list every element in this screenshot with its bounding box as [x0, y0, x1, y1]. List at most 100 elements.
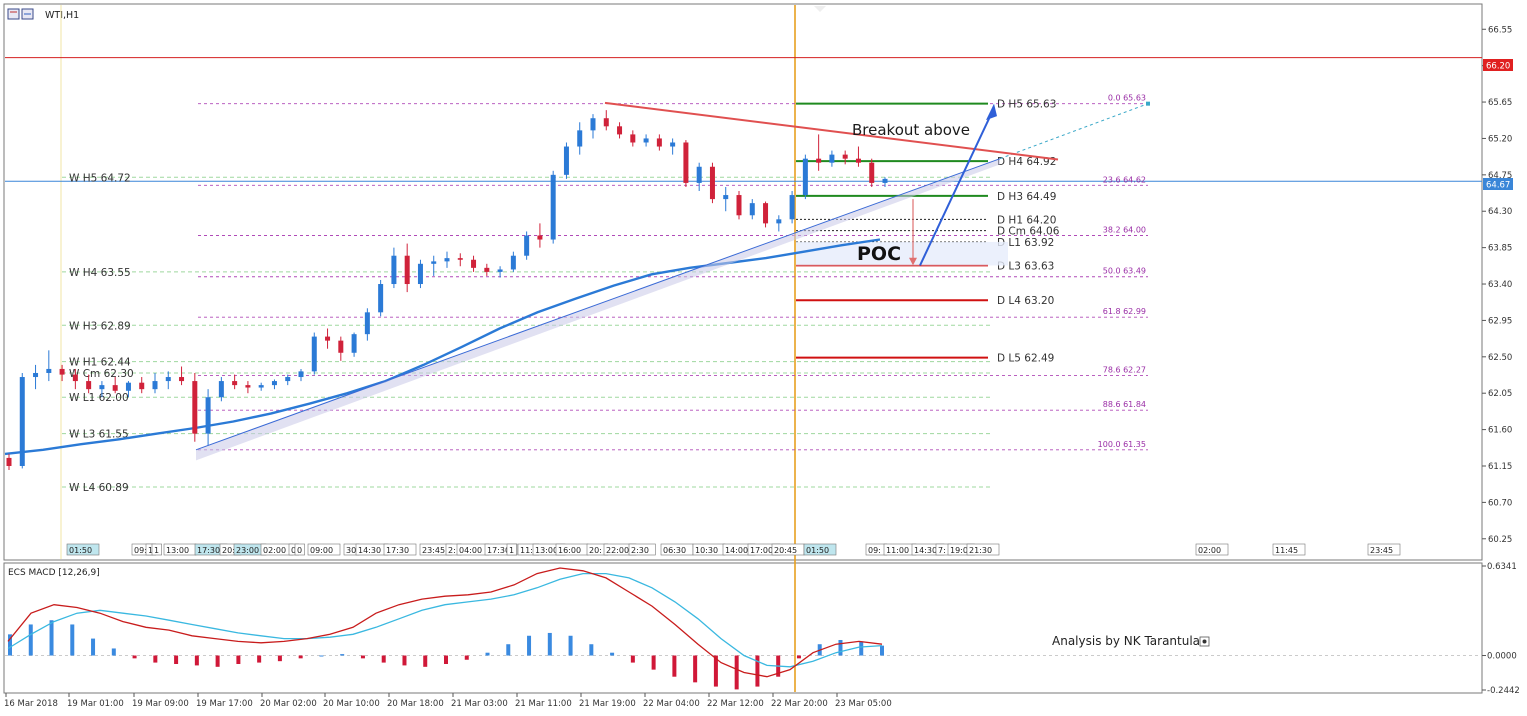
bullish-candle: [829, 154, 835, 163]
bullish-candle: [125, 382, 131, 391]
session-time-label: 04:00: [459, 546, 482, 555]
macd-histogram-bar: [360, 655, 365, 659]
bullish-candle: [643, 138, 649, 143]
bullish-candle: [364, 312, 370, 335]
macd-histogram-bar: [381, 655, 386, 663]
session-time-box: [1195, 543, 1229, 556]
session-time-label: 13:00: [166, 546, 189, 555]
macd-main-line: [7, 567, 883, 678]
macd-histogram-bar: [713, 655, 718, 687]
main-pane-frame: [3, 3, 1483, 561]
macd-histogram-bar: [298, 655, 303, 659]
session-time-label: 06:30: [663, 546, 686, 555]
session-time-label: 23:45: [1370, 546, 1393, 555]
session-time-label: 14:30: [358, 546, 381, 555]
fib-level-label: 0.0 65.63: [1108, 94, 1146, 103]
date-tick-label: 19 Mar 09:00: [132, 699, 189, 709]
fib-level-label: 78.6 62.27: [1103, 365, 1146, 374]
date-tick-label: 19 Mar 17:00: [196, 699, 253, 709]
date-tick-label: 22 Mar 20:00: [771, 699, 828, 709]
chart-window-icon[interactable]: [7, 8, 34, 20]
bearish-candle: [457, 258, 463, 260]
weekly-pivot-label: W H3 62.89: [69, 320, 131, 332]
price-axis: 66.5566.1065.6565.2064.7564.3063.8563.40…: [1482, 25, 1512, 545]
daily-pivot-label: D L3 63.63: [997, 260, 1054, 272]
macd-histogram-bar: [444, 655, 448, 664]
bearish-candle: [855, 158, 861, 163]
date-tick-label: 22 Mar 04:00: [643, 699, 700, 709]
session-time-label: 2:: [448, 546, 456, 555]
session-time-label: 17:30: [386, 546, 409, 555]
session-time-label: 02:00: [1198, 546, 1221, 555]
session-time-label: 21:30: [969, 546, 992, 555]
macd-histogram-bar: [340, 654, 345, 656]
fib-level-label: 38.2 64.00: [1103, 225, 1146, 234]
bullish-candle: [749, 203, 755, 216]
session-time-label: 16:00: [558, 546, 581, 555]
macd-histogram-bar: [734, 655, 739, 690]
price-tick-label: 62.50: [1488, 353, 1512, 363]
macd-histogram-bar: [464, 655, 469, 660]
macd-histogram-bar: [880, 645, 884, 656]
bearish-candle: [6, 457, 12, 466]
macd-histogram-bar: [506, 644, 511, 656]
macd-histogram-bar: [610, 652, 615, 656]
session-time-label: 11:: [520, 546, 533, 555]
resistance-trendline: [604, 101, 1059, 161]
bearish-candle: [816, 158, 822, 163]
bearish-candle: [736, 195, 742, 216]
bullish-candle: [590, 118, 596, 131]
session-time-box: [1272, 543, 1306, 556]
breakout-annotation: Breakout above: [852, 121, 970, 139]
macd-histogram-bar: [236, 655, 241, 664]
bearish-candle: [86, 381, 92, 390]
session-time-box: [151, 543, 162, 556]
bearish-candle: [72, 374, 78, 382]
bearish-candle: [484, 267, 490, 272]
bearish-candle: [471, 259, 477, 268]
session-time-label: 30: [346, 546, 356, 555]
scroll-marker-icon: [814, 6, 826, 12]
bullish-candle: [670, 142, 676, 147]
macd-histogram-bar: [132, 655, 137, 659]
bearish-candle: [709, 166, 715, 200]
macd-histogram-bar: [8, 634, 12, 656]
red-level-price-label: 66.20: [1486, 62, 1510, 72]
price-tick-label: 64.75: [1488, 171, 1512, 181]
session-time-label: 20:: [222, 546, 235, 555]
session-time-label: 11:45: [1275, 546, 1298, 555]
session-time-label: 11:00: [886, 546, 909, 555]
price-tick-label: 65.20: [1488, 134, 1512, 144]
bullish-candle: [776, 219, 782, 224]
macd-tick-label: 0.0000: [1487, 652, 1517, 662]
session-time-box: [383, 543, 417, 556]
macd-histogram-bar: [755, 655, 760, 687]
session-time-label: 09:: [868, 546, 881, 555]
bullish-candle: [524, 235, 530, 256]
bearish-candle: [139, 382, 145, 390]
session-time-label: 01:50: [806, 546, 829, 555]
current-price-tag: [1483, 178, 1513, 190]
credit-text: Analysis by NK Tarantula: [1052, 634, 1200, 648]
macd-histogram-bar: [111, 648, 116, 656]
session-time-label: 09:00: [310, 546, 333, 555]
session-time-label: 0: [291, 546, 296, 555]
candlestick-layer: [6, 110, 888, 471]
bullish-candle: [205, 397, 211, 434]
daily-pivot-label: D Cm 64.06: [997, 226, 1060, 238]
bearish-candle: [617, 126, 623, 135]
bearish-candle: [537, 235, 543, 240]
price-tick-label: 62.05: [1488, 389, 1512, 399]
bullish-candle: [152, 381, 158, 390]
session-time-label: 22:00: [606, 546, 629, 555]
macd-histogram-bar: [153, 655, 158, 663]
bullish-candle: [46, 368, 52, 373]
bullish-candle: [165, 377, 171, 382]
macd-histogram-bar: [838, 639, 843, 656]
macd-histogram-bar: [527, 635, 532, 656]
drawings-layer: [195, 101, 1150, 461]
session-time-label: 14:30: [914, 546, 937, 555]
session-time-label: 19:0: [950, 546, 968, 555]
session-time-label: 1: [154, 546, 159, 555]
bullish-candle: [378, 284, 384, 313]
